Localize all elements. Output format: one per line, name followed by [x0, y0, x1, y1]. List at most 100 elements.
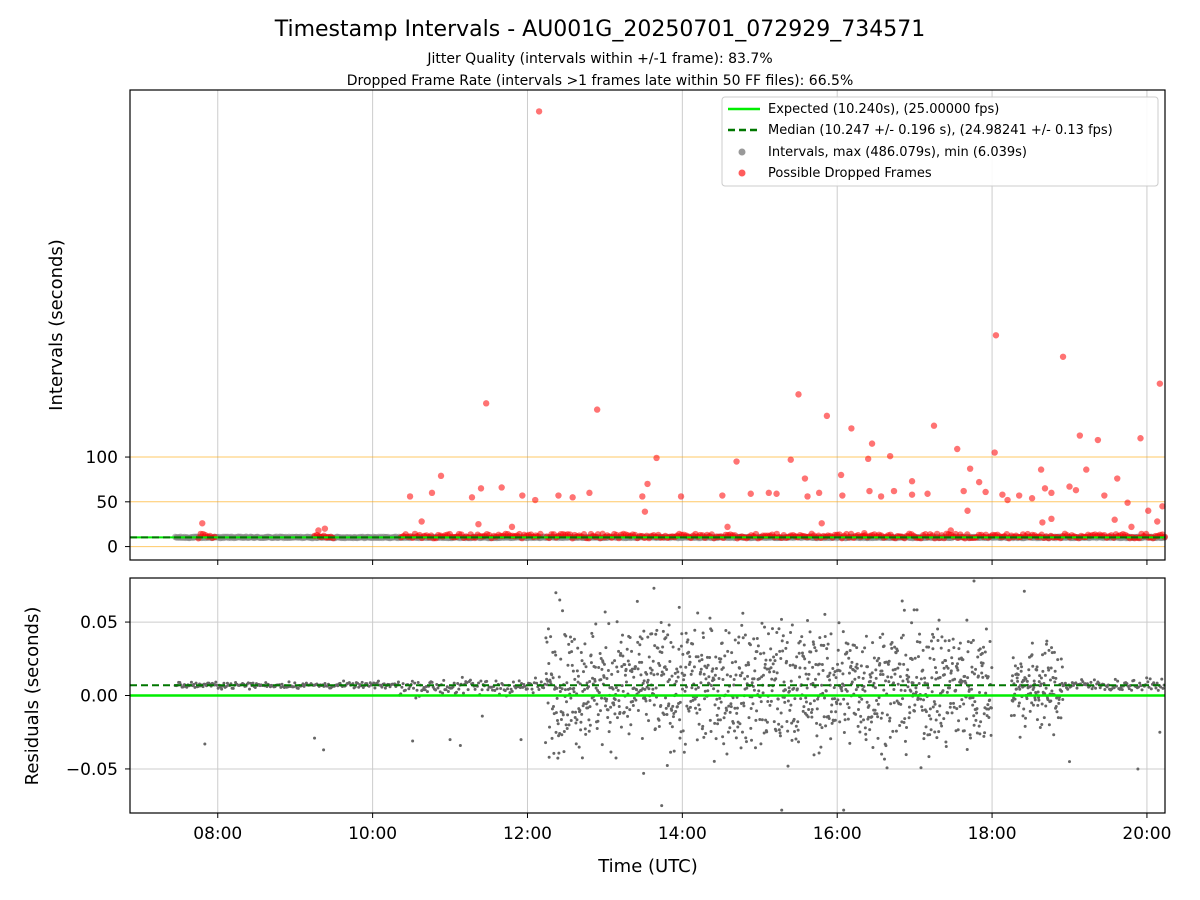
- residual-point: [930, 676, 934, 680]
- residual-point: [738, 666, 742, 670]
- residual-point: [727, 704, 731, 708]
- residual-point: [597, 666, 601, 670]
- residual-point: [1023, 724, 1027, 728]
- residual-point: [948, 686, 952, 690]
- residual-point: [565, 700, 569, 704]
- residual-point: [546, 627, 550, 631]
- residual-point: [730, 661, 734, 665]
- residual-point: [726, 689, 730, 693]
- residual-point: [838, 669, 842, 673]
- residual-point: [940, 724, 944, 728]
- residual-point: [915, 675, 919, 679]
- residual-point: [596, 713, 600, 717]
- residual-point: [584, 665, 588, 669]
- residual-point: [794, 737, 798, 741]
- dropped-frame-point: [966, 465, 974, 472]
- residual-point: [847, 706, 851, 710]
- residual-point: [842, 697, 846, 701]
- residual-point: [430, 680, 434, 684]
- residual-point: [423, 688, 427, 692]
- residual-point: [806, 677, 810, 681]
- residual-point: [690, 669, 694, 673]
- residual-point: [619, 640, 623, 644]
- residual-point: [916, 655, 920, 659]
- residual-point: [796, 740, 800, 744]
- residual-point: [666, 633, 670, 637]
- residual-point: [769, 647, 773, 651]
- residual-point: [732, 683, 736, 687]
- residual-point: [651, 659, 655, 663]
- residual-point: [836, 662, 840, 666]
- residual-point: [1024, 716, 1028, 720]
- residual-point: [910, 657, 914, 661]
- residual-point: [654, 686, 658, 690]
- residual-point: [957, 647, 961, 651]
- residual-point: [637, 660, 641, 664]
- residual-point: [578, 682, 582, 686]
- residual-point: [1156, 688, 1160, 692]
- residual-point: [1028, 709, 1032, 713]
- residual-point: [797, 651, 801, 655]
- residual-point: [567, 723, 571, 727]
- residual-point: [733, 729, 737, 733]
- residual-point: [628, 708, 632, 712]
- residual-point: [846, 717, 850, 721]
- residual-point: [820, 683, 824, 687]
- residual-point: [669, 750, 673, 754]
- residual-point: [778, 731, 782, 735]
- residual-point: [835, 702, 839, 706]
- residual-point: [699, 681, 703, 685]
- dropped-frame-point: [724, 523, 731, 531]
- residual-point: [763, 625, 767, 629]
- residual-point: [890, 640, 894, 644]
- residual-point: [805, 686, 809, 690]
- residual-point: [627, 663, 631, 667]
- residual-point: [903, 689, 907, 693]
- residual-point: [842, 731, 846, 735]
- residual-point: [779, 656, 783, 660]
- residual-point: [687, 709, 691, 713]
- residual-point: [580, 756, 584, 760]
- residual-point: [939, 721, 943, 725]
- lower-plot-expected-median-lines: [130, 684, 1165, 697]
- residual-point: [931, 632, 935, 636]
- residual-point: [719, 700, 723, 704]
- residual-point: [653, 644, 657, 648]
- residual-point: [894, 729, 898, 733]
- residual-point: [596, 719, 600, 723]
- residual-point: [869, 720, 873, 724]
- residual-point: [660, 651, 664, 655]
- residual-point: [946, 711, 950, 715]
- residual-point: [876, 715, 880, 719]
- residual-point: [647, 719, 651, 723]
- residual-point: [697, 703, 701, 707]
- residual-point: [1068, 760, 1072, 764]
- residual-point: [719, 657, 723, 661]
- residual-point: [836, 698, 840, 702]
- residual-point: [936, 627, 940, 631]
- residual-point: [1030, 653, 1034, 657]
- residual-point: [882, 757, 886, 761]
- residual-point: [292, 685, 296, 689]
- residual-point: [668, 721, 672, 725]
- residual-point: [789, 703, 793, 707]
- residual-point: [790, 623, 794, 627]
- residual-point: [1042, 716, 1046, 720]
- residual-point: [570, 663, 574, 667]
- residual-point: [734, 736, 738, 740]
- residual-point: [801, 709, 805, 713]
- residual-point: [829, 710, 833, 714]
- residual-point: [924, 710, 928, 714]
- residual-point: [466, 688, 470, 692]
- residual-point: [669, 640, 673, 644]
- residual-point: [479, 679, 483, 683]
- residual-point: [810, 707, 814, 711]
- residual-point: [987, 715, 991, 719]
- residual-point: [818, 723, 822, 727]
- residual-point: [1019, 669, 1023, 673]
- residual-point: [580, 712, 584, 716]
- residual-point: [1035, 718, 1039, 722]
- residual-point: [804, 696, 808, 700]
- residual-point: [566, 713, 570, 717]
- residual-point: [776, 707, 780, 711]
